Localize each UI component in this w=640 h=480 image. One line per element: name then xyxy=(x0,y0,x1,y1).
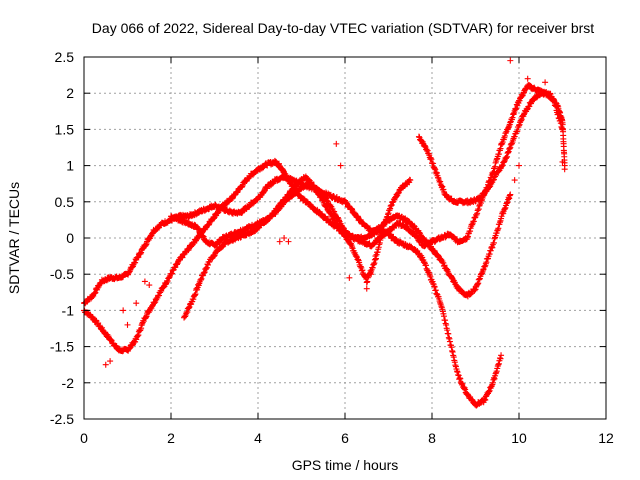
y-axis-title: SDTVAR / TECUs xyxy=(6,182,22,294)
data-point xyxy=(333,140,340,147)
data-point xyxy=(524,75,531,82)
data-point xyxy=(281,235,288,241)
data-point xyxy=(337,162,344,169)
y-tick-label: -2 xyxy=(62,375,75,391)
data-point xyxy=(285,238,292,245)
data-point xyxy=(133,300,140,307)
data-point xyxy=(346,274,353,281)
data-point xyxy=(120,307,127,314)
y-tick-label: -2.5 xyxy=(50,411,74,427)
data-point xyxy=(498,352,505,359)
data-point xyxy=(516,162,522,169)
y-tick-label: 0.5 xyxy=(55,194,75,210)
y-tick-label: 2 xyxy=(66,85,74,101)
data-point xyxy=(107,358,114,365)
data-point xyxy=(507,191,514,198)
x-tick-label: 12 xyxy=(598,430,614,446)
x-tick-label: 4 xyxy=(254,430,262,446)
y-tick-label: 0 xyxy=(66,230,74,246)
x-tick-label: 6 xyxy=(341,430,349,446)
data-point xyxy=(559,158,566,165)
data-point xyxy=(102,361,109,368)
y-tick-label: 2.5 xyxy=(55,49,75,65)
x-tick-label: 8 xyxy=(428,430,436,446)
x-tick-label: 2 xyxy=(167,430,175,446)
x-axis-title: GPS time / hours xyxy=(292,457,399,473)
data-point xyxy=(146,282,153,289)
data-points xyxy=(81,57,568,409)
data-point xyxy=(363,285,370,292)
data-point xyxy=(141,278,148,285)
y-tick-label: -1 xyxy=(62,302,75,318)
data-point xyxy=(559,126,566,133)
y-tick-label: 1 xyxy=(66,158,74,174)
data-point xyxy=(407,177,414,184)
data-point xyxy=(276,238,283,245)
y-axis: -2.5 -2 -1.5 -1 -0.5 0 0.5 1 1.5 2 2.5 xyxy=(50,49,606,427)
data-point xyxy=(542,79,549,86)
data-point xyxy=(368,271,375,278)
data-point xyxy=(507,57,514,64)
y-tick-label: -0.5 xyxy=(50,266,74,282)
y-tick-label: 1.5 xyxy=(55,121,75,137)
chart-title: Day 066 of 2022, Sidereal Day-to-day VTE… xyxy=(92,20,594,36)
x-tick-label: 10 xyxy=(511,430,527,446)
data-point xyxy=(372,253,379,260)
data-point xyxy=(511,177,518,184)
x-axis: 0 2 4 6 8 10 12 xyxy=(80,57,614,446)
data-point xyxy=(124,321,131,328)
x-tick-label: 0 xyxy=(80,430,88,446)
data-point xyxy=(561,166,568,173)
y-tick-label: -1.5 xyxy=(50,339,74,355)
